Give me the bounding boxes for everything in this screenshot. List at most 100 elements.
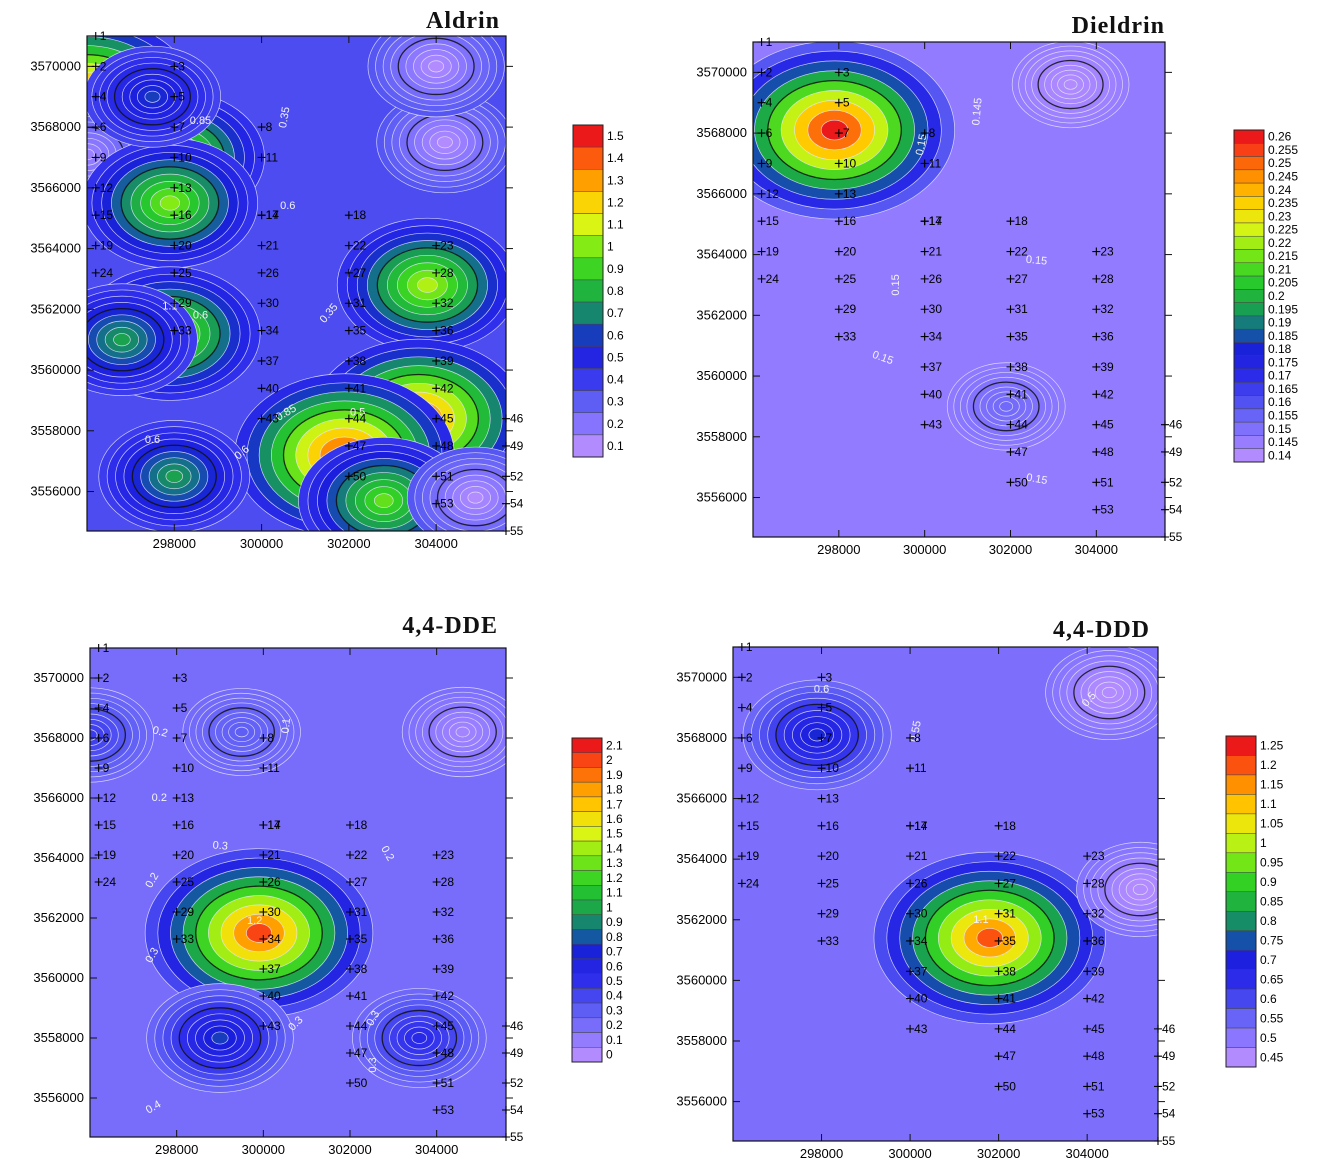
colorbar-swatch bbox=[1225, 1047, 1257, 1068]
station-marker bbox=[920, 420, 929, 429]
colorbar-label: 1.4 bbox=[607, 151, 624, 165]
station-label: 8 bbox=[267, 731, 274, 745]
station-label: 29 bbox=[181, 905, 195, 919]
station-marker bbox=[432, 414, 441, 423]
station-marker bbox=[432, 935, 441, 943]
colorbar-swatch bbox=[1225, 735, 1257, 756]
station-label: 14 bbox=[929, 214, 943, 228]
station-marker bbox=[172, 734, 181, 742]
station-marker bbox=[994, 909, 1003, 918]
station-marker bbox=[817, 764, 826, 773]
station-label: 50 bbox=[1015, 475, 1029, 489]
station-marker bbox=[1154, 1109, 1162, 1118]
station-marker bbox=[920, 332, 929, 341]
station-marker bbox=[1083, 909, 1092, 918]
station-marker bbox=[834, 305, 843, 314]
station-label: 12 bbox=[103, 791, 117, 805]
station-label: 29 bbox=[826, 907, 840, 921]
station-marker bbox=[994, 1082, 1003, 1091]
station-marker bbox=[757, 98, 766, 107]
station-label: 23 bbox=[1091, 849, 1105, 863]
station-marker bbox=[920, 217, 929, 226]
station-marker bbox=[834, 274, 843, 283]
station-marker bbox=[502, 472, 510, 481]
station-marker bbox=[1161, 533, 1169, 541]
station-label: 9 bbox=[746, 761, 753, 775]
colorbar-label: 0.21 bbox=[1268, 262, 1292, 276]
station-label: 4 bbox=[100, 90, 107, 104]
x-tick-label: 300000 bbox=[240, 536, 283, 551]
colorbar-label: 2.1 bbox=[606, 738, 623, 752]
station-marker bbox=[737, 852, 746, 861]
station-label: 25 bbox=[178, 266, 192, 280]
colorbar: 2.121.91.81.71.61.51.41.31.21.110.90.80.… bbox=[571, 737, 623, 1063]
colorbar-swatch bbox=[572, 412, 604, 436]
colorbar-swatch bbox=[572, 323, 604, 347]
station-marker bbox=[906, 936, 915, 945]
station-marker bbox=[432, 878, 441, 886]
colorbar-swatch bbox=[1233, 382, 1265, 396]
contour-label: 0.15 bbox=[1025, 254, 1047, 268]
station-label: 20 bbox=[826, 849, 840, 863]
contour-label: 0.145 bbox=[970, 97, 984, 125]
contour-band bbox=[467, 491, 484, 504]
contour-label: 1.1 bbox=[162, 300, 177, 312]
y-tick-label: 3558000 bbox=[676, 1033, 727, 1048]
station-marker bbox=[344, 241, 353, 250]
station-label: 54 bbox=[1169, 503, 1183, 517]
station-label: 54 bbox=[510, 497, 524, 511]
colorbar-swatch bbox=[1233, 302, 1265, 317]
station-label: 33 bbox=[178, 324, 192, 338]
station-label: 16 bbox=[826, 819, 840, 833]
contour-band bbox=[211, 1031, 229, 1045]
station-label: 3 bbox=[826, 670, 833, 684]
station-label: 10 bbox=[843, 156, 857, 170]
colorbar-label: 0.85 bbox=[1260, 895, 1284, 909]
contour-band bbox=[417, 277, 438, 293]
colorbar-label: 0.1 bbox=[607, 439, 624, 453]
station-label: 27 bbox=[353, 266, 367, 280]
station-label: 28 bbox=[440, 266, 454, 280]
colorbar-label: 1.9 bbox=[606, 768, 623, 782]
colorbar-swatch bbox=[1225, 774, 1257, 795]
station-marker bbox=[346, 965, 354, 973]
station-marker bbox=[817, 821, 826, 830]
y-tick-label: 3570000 bbox=[33, 670, 84, 685]
station-marker bbox=[1006, 447, 1015, 456]
station-marker bbox=[1161, 420, 1169, 429]
station-marker bbox=[994, 967, 1003, 976]
station-label: 53 bbox=[1100, 503, 1114, 517]
station-marker bbox=[1083, 1082, 1092, 1091]
station-marker bbox=[817, 852, 826, 861]
colorbar-label: 0.14 bbox=[1268, 448, 1292, 462]
colorbar-swatch bbox=[1225, 969, 1257, 990]
station-label: 17 bbox=[914, 819, 928, 833]
station-marker bbox=[906, 879, 915, 888]
colorbar-swatch bbox=[1233, 435, 1265, 449]
contour-band bbox=[234, 726, 249, 738]
y-tick-label: 3556000 bbox=[33, 1090, 84, 1105]
station-marker bbox=[994, 879, 1003, 888]
colorbar-label: 0.6 bbox=[607, 328, 624, 342]
station-marker bbox=[920, 129, 929, 138]
colorbar-swatch bbox=[571, 1002, 603, 1019]
colorbar-label: 0.5 bbox=[607, 350, 624, 364]
station-marker bbox=[1006, 274, 1015, 283]
station-label: 17 bbox=[929, 214, 943, 228]
colorbar-label: 0.245 bbox=[1268, 169, 1298, 183]
station-marker bbox=[172, 764, 181, 772]
hotspot bbox=[401, 686, 506, 778]
station-marker bbox=[817, 733, 826, 742]
x-tick-label: 302000 bbox=[328, 1142, 371, 1157]
x-tick-label: 304000 bbox=[414, 536, 457, 551]
contour-label: 0.3 bbox=[367, 1057, 379, 1072]
station-marker bbox=[94, 764, 103, 772]
station-label: 46 bbox=[1162, 1022, 1176, 1036]
colorbar-swatch bbox=[572, 279, 604, 303]
contour-label: 0.2 bbox=[151, 724, 169, 740]
station-marker bbox=[432, 299, 441, 308]
station-label: 5 bbox=[843, 96, 850, 110]
hotspot bbox=[1011, 42, 1130, 129]
hotspot bbox=[146, 983, 294, 1093]
